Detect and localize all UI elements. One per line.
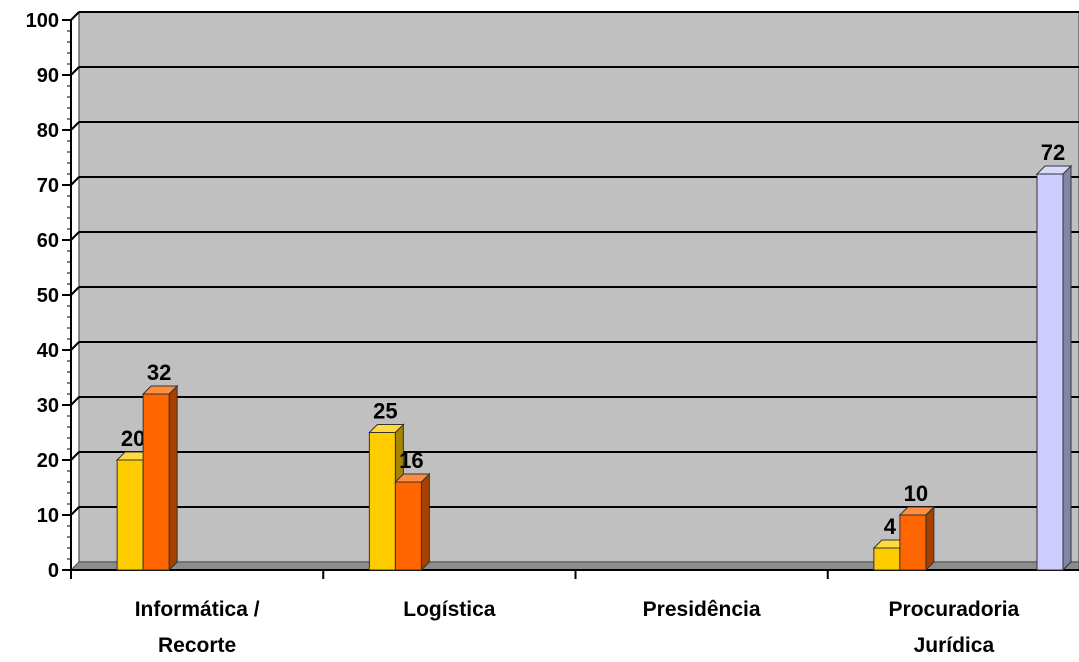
data-label: 16 — [399, 448, 423, 473]
gridline-depth — [70, 396, 80, 406]
gridline-depth — [70, 11, 80, 21]
x-category-label: Presidência — [643, 598, 761, 621]
x-category-label: Logística — [403, 598, 496, 621]
gridline-depth — [70, 231, 80, 241]
gridline-depth — [70, 176, 80, 186]
y-tick-label: 80 — [37, 120, 59, 142]
gridline-depth — [70, 451, 80, 461]
bar — [394, 481, 422, 571]
data-label: 25 — [373, 399, 397, 424]
y-tick-label: 100 — [26, 10, 59, 32]
x-category-label: Jurídica — [914, 634, 995, 657]
gridline-depth — [70, 121, 80, 131]
bar-side — [420, 472, 430, 572]
data-label: 72 — [1041, 140, 1065, 165]
y-tick-label: 10 — [37, 505, 59, 527]
data-label: 20 — [121, 426, 145, 451]
x-category-label: Informática / — [135, 598, 260, 621]
y-tick-label: 90 — [37, 65, 59, 87]
data-label: 32 — [147, 360, 171, 385]
x-category-label: Recorte — [158, 634, 236, 657]
data-label: 4 — [884, 514, 897, 539]
y-tick-label: 30 — [37, 395, 59, 417]
bar — [368, 432, 396, 571]
bar-side — [925, 505, 935, 572]
bar — [873, 547, 901, 571]
gridline-depth — [70, 506, 80, 516]
gridline-depth — [70, 286, 80, 296]
gridline-depth — [70, 66, 80, 76]
y-tick-label: 0 — [48, 560, 59, 582]
bar-side — [168, 384, 178, 572]
y-tick-label: 50 — [37, 285, 59, 307]
y-tick-label: 20 — [37, 450, 59, 472]
bar-side — [1062, 164, 1072, 572]
y-tick-label: 60 — [37, 230, 59, 252]
x-category-label: Procuradoria — [889, 598, 1020, 621]
y-tick-label: 40 — [37, 340, 59, 362]
bar — [899, 514, 927, 571]
gridline-depth — [70, 341, 80, 351]
y-tick-label: 70 — [37, 175, 59, 197]
bar — [116, 459, 144, 571]
bar — [1036, 173, 1064, 571]
data-label: 10 — [904, 481, 928, 506]
bar — [142, 393, 170, 571]
